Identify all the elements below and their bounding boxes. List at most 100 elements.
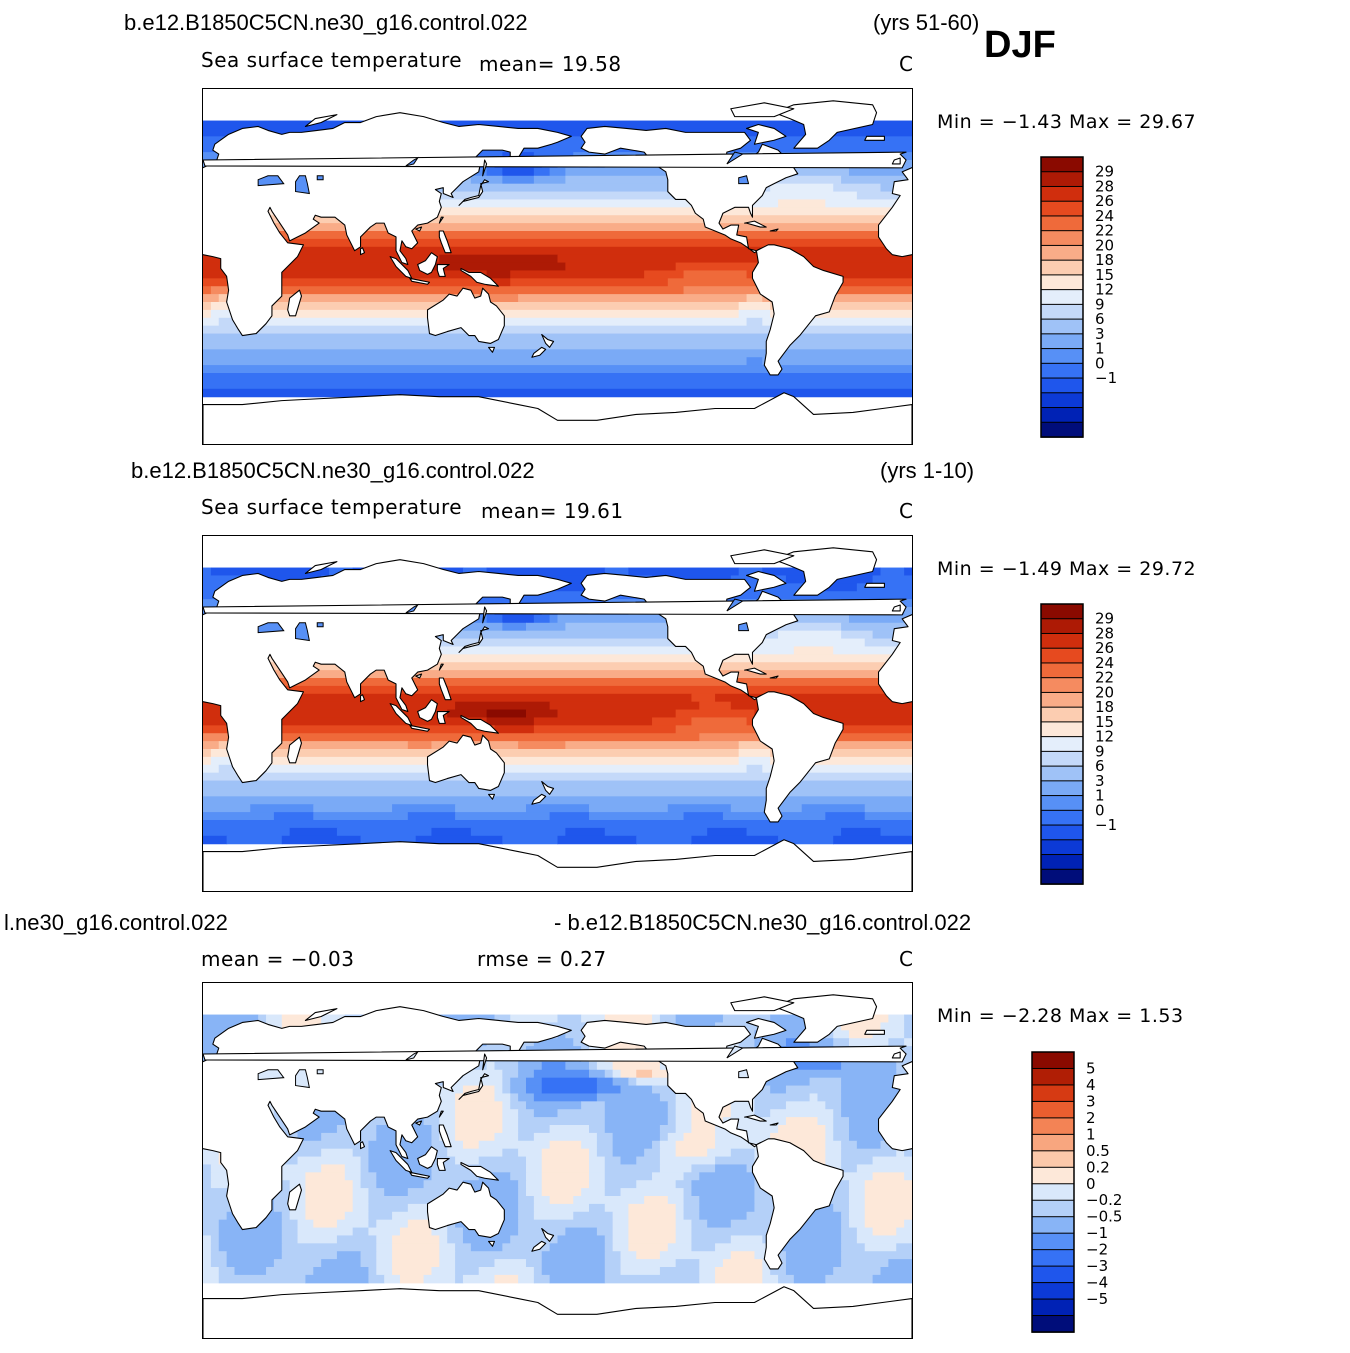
colorbar-tick-label: 22 [1095,222,1114,240]
panel-1-units: C [899,52,914,76]
colorbar-tick-label: 1 [1095,787,1105,805]
colorbar-tick-label: 5 [1086,1060,1096,1078]
colorbar-tick-label: 15 [1095,713,1114,731]
colorbar-tick-label: 0.5 [1086,1142,1110,1160]
colorbar-tick-label: 9 [1095,295,1105,313]
colorbar-tick-label: 20 [1095,683,1114,701]
colorbar-swatch [1040,706,1084,723]
colorbar-swatch [1040,230,1084,247]
colorbar-tick-label: −0.2 [1086,1191,1122,1209]
colorbar-tick-label: 3 [1095,772,1105,790]
colorbar-tick-label: −0.5 [1086,1208,1122,1226]
panel-3-min-max: Min = −2.28 Max = 1.53 [937,1005,1184,1027]
continent-outlines [203,547,912,891]
colorbar-swatch [1040,318,1084,335]
panel-2-mean: mean= 19.61 [481,499,624,523]
continent-outlines [203,100,912,444]
colorbar-tick-label: 22 [1095,669,1114,687]
colorbar-swatch [1040,215,1084,232]
panel-2-colorbar: 29 28 26 24 22 20 18 15 12 9 6 3 1 0 −1 [1040,603,1161,886]
colorbar-swatch [1040,392,1084,409]
colorbar-swatch [1040,750,1084,767]
colorbar-tick-label: 28 [1095,625,1114,643]
colorbar-swatch [1040,348,1084,365]
colorbar-swatch [1040,736,1084,753]
colorbar-tick-label: 1 [1095,340,1105,358]
colorbar-tick-label: 15 [1095,266,1114,284]
colorbar-swatch [1031,1232,1075,1251]
colorbar-tick-label: 4 [1086,1076,1096,1094]
panel-2-units: C [899,499,914,523]
panel-1-colorbar: 29 28 26 24 22 20 18 15 12 9 6 3 1 0 −1 [1040,156,1161,439]
continent-outlines [203,994,912,1338]
colorbar-tick-label: 3 [1086,1092,1096,1110]
colorbar-swatch [1031,1265,1075,1284]
panel-2-case-name: b.e12.B1850C5CN.ne30_g16.control.022 [131,458,535,483]
colorbar-tick-label: −2 [1086,1241,1108,1259]
colorbar-tick-label: −3 [1086,1257,1108,1275]
colorbar-swatch [1040,824,1084,841]
colorbar-tick-label: 0 [1086,1175,1096,1193]
colorbar-swatch [1040,200,1084,217]
panel-1-variable: Sea surface temperature [201,48,463,72]
panel-3-map [202,982,913,1339]
panel-2-variable: Sea surface temperature [201,495,463,519]
colorbar-swatch [1040,259,1084,276]
colorbar-swatch [1040,662,1084,679]
colorbar-swatch [1040,691,1084,708]
colorbar-swatch [1040,765,1084,782]
colorbar-tick-label: −1 [1095,816,1117,834]
colorbar-swatch [1031,1216,1075,1234]
colorbar-tick-label: 20 [1095,236,1114,254]
colorbar-tick-label: 29 [1095,610,1114,628]
colorbar-swatch [1040,407,1084,424]
colorbar-tick-label: 6 [1095,310,1105,328]
colorbar-tick-label: 12 [1095,281,1114,299]
colorbar-swatch [1040,421,1084,438]
colorbar-swatch [1031,1051,1075,1070]
colorbar-tick-label: 24 [1095,654,1114,672]
colorbar-tick-label: 29 [1095,163,1114,181]
colorbar-swatch [1031,1315,1075,1333]
colorbar-swatch [1040,854,1084,871]
season-label: DJF [984,24,1056,66]
panel-1-years: (yrs 51-60) [873,10,980,35]
panel-3-units: C [899,947,914,971]
colorbar-tick-label: 12 [1095,728,1114,746]
colorbar-tick-label: 3 [1095,325,1105,343]
colorbar-swatch [1031,1133,1075,1152]
colorbar-swatch [1031,1117,1075,1136]
colorbar-tick-label: 24 [1095,207,1114,225]
colorbar-swatch [1040,868,1084,885]
colorbar-swatch [1040,171,1084,188]
colorbar-tick-label: 9 [1095,742,1105,760]
colorbar-tick-label: 18 [1095,251,1114,269]
panel-3-colorbar: 5 4 3 2 1 0.5 0.2 0 −0.2 −0.5 −1 −2 −3 −4 −5 [1031,1051,1162,1333]
colorbar-swatch [1031,1199,1075,1218]
colorbar-swatch [1040,647,1084,664]
colorbar-tick-label: 1 [1086,1125,1096,1143]
colorbar-swatch [1040,303,1084,320]
colorbar-swatch [1031,1067,1075,1086]
colorbar-swatch [1040,274,1084,291]
colorbar-swatch [1031,1249,1075,1267]
colorbar-swatch [1040,185,1084,203]
colorbar-swatch [1031,1298,1075,1317]
colorbar-tick-label: 26 [1095,192,1114,210]
colorbar-swatch [1040,677,1084,694]
colorbar-swatch [1040,289,1084,306]
panel-1-mean: mean= 19.58 [479,52,622,76]
colorbar-swatch [1031,1183,1075,1202]
colorbar-swatch [1031,1084,1075,1103]
colorbar-swatch [1040,809,1084,826]
panel-2-years: (yrs 1-10) [880,458,975,483]
colorbar-swatch [1040,839,1084,856]
colorbar-swatch [1040,795,1084,812]
colorbar-swatch [1031,1150,1075,1169]
colorbar-swatch [1040,377,1084,394]
colorbar-swatch [1040,156,1084,173]
panel-1-case-name: b.e12.B1850C5CN.ne30_g16.control.022 [124,10,528,35]
colorbar-swatch [1040,362,1084,379]
panel-1-map [202,88,913,445]
panel-3-minus-case: - b.e12.B1850C5CN.ne30_g16.control.022 [554,910,972,935]
